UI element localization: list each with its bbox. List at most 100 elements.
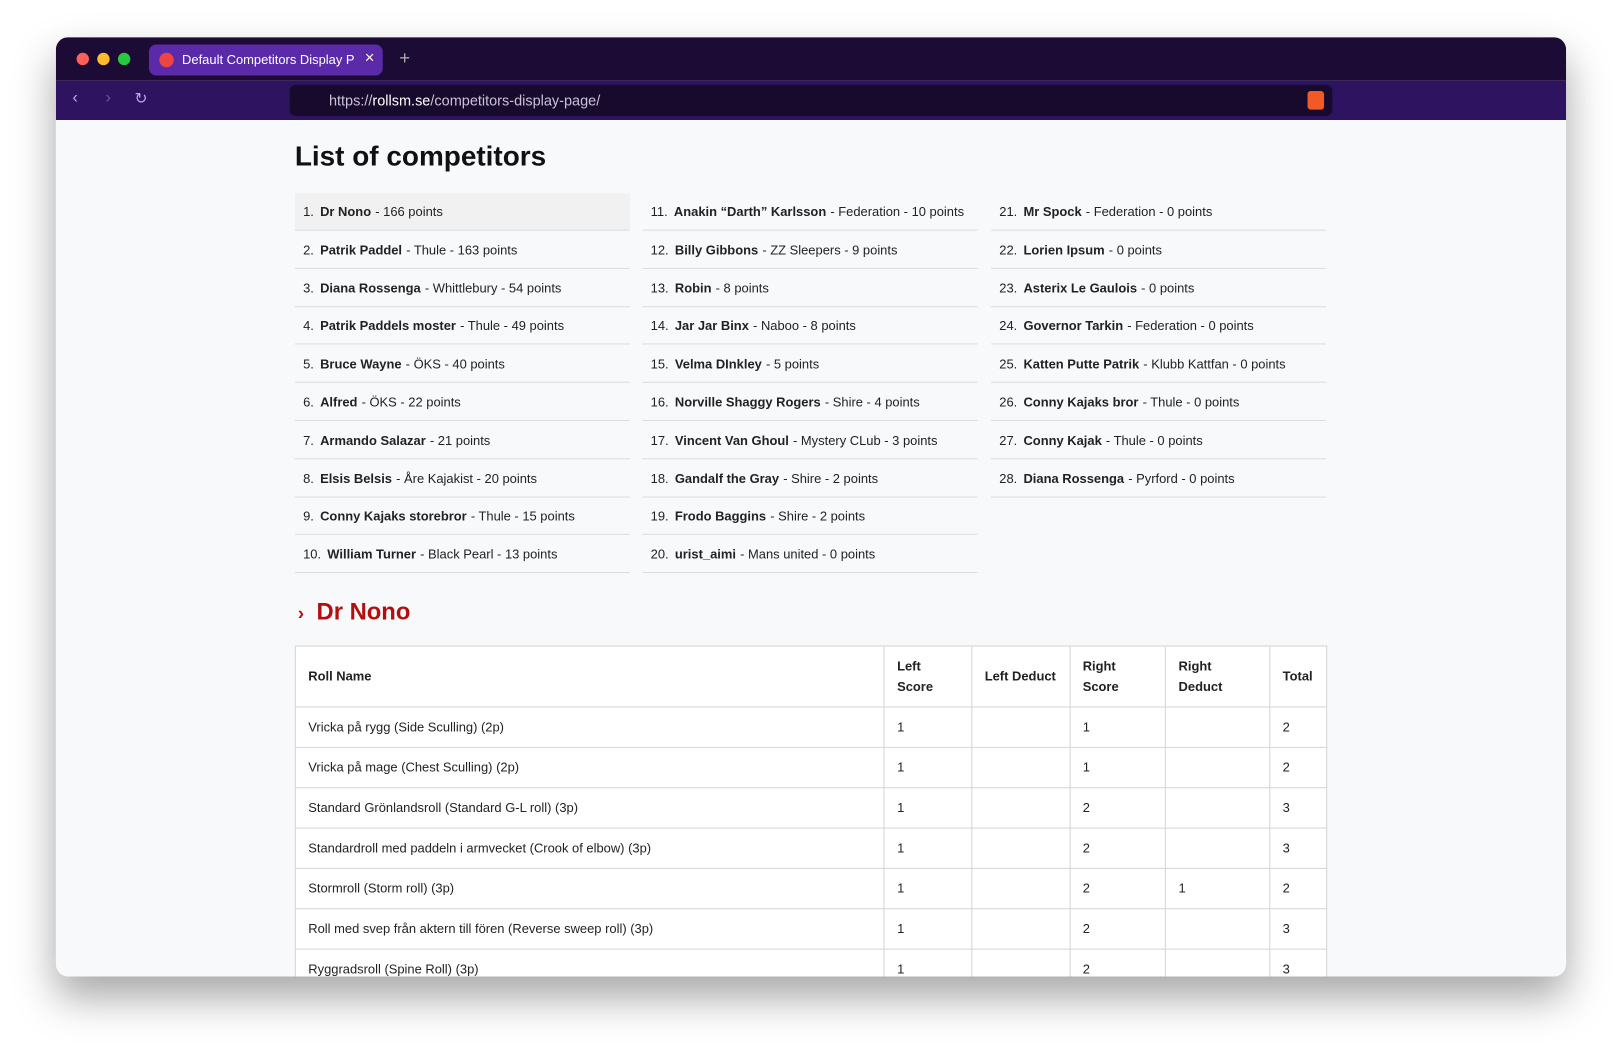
rank: 14.	[650, 319, 669, 334]
new-tab[interactable]: +	[399, 47, 411, 69]
competitor-detail: - ÖKS - 40 points	[405, 357, 505, 372]
competitor-detail: - Naboo - 8 points	[753, 319, 856, 334]
table-cell: Ryggradsroll (Spine Roll) (3p)	[294, 948, 885, 977]
competitor-item[interactable]: 14. Jar Jar Binx - Naboo - 8 points	[642, 308, 978, 345]
competitor-name: Patrik Paddels moster	[320, 319, 456, 334]
competitor-item[interactable]: 1. Dr Nono - 166 points	[294, 193, 630, 231]
competitor-detail: - Federation - 0 points	[1127, 319, 1254, 334]
forward-button[interactable]: ›	[105, 88, 112, 107]
table-cell: 2	[1269, 746, 1328, 789]
table-cell: Roll med svep från aktern till fören (Re…	[294, 908, 885, 950]
competitor-item[interactable]: 15. Velma DInkley - 5 points	[642, 346, 978, 383]
header-row: Roll Name Left Score Left Deduct Right Scor…	[294, 645, 1328, 708]
table-cell: 2	[1069, 867, 1167, 910]
table-cell	[971, 827, 1071, 869]
competitor-item[interactable]: 3. Diana Rossenga - Whittlebury - 54 point…	[294, 270, 630, 307]
competitor-item[interactable]: 20. urist_aimi - Mans united - 0 points	[642, 536, 978, 574]
table-cell: 2	[1269, 867, 1328, 910]
competitor-name: Anakin “Darth” Karlsson	[673, 204, 827, 220]
competitor-name: Elsis Belsis	[320, 471, 392, 486]
competitor-name: Billy Gibbons	[674, 242, 759, 258]
competitor-detail: - Shire - 2 points	[770, 509, 866, 524]
competitor-item[interactable]: 25. Katten Putte Patrik - Klubb Kattfan - …	[990, 346, 1327, 383]
competitor-item[interactable]: 19. Frodo Baggins - Shire - 2 points	[642, 498, 978, 536]
rank: 22.	[999, 242, 1018, 258]
url-path: /competitors-display-page/	[430, 92, 601, 109]
minimize-button[interactable]	[97, 52, 110, 66]
competitor-item[interactable]: 4. Patrik Paddels moster - Thule - 49 poin…	[294, 308, 630, 345]
zoom-button[interactable]	[117, 52, 131, 66]
table-row: Stormroll (Storm roll) (3p) 1 2 1 2	[294, 867, 1328, 910]
competitor-item[interactable]: 8. Elsis Belsis - Åre Kajakist - 20 points	[294, 460, 630, 498]
competitor-name: Frodo Baggins	[674, 509, 767, 524]
competitor-detail: - ZZ Sleepers - 9 points	[762, 242, 898, 258]
table-cell: Standardroll med paddeln i armvecket (Cr…	[294, 827, 885, 869]
competitor-name: Asterix Le Gaulois	[1023, 280, 1138, 296]
rank: 25.	[999, 357, 1018, 372]
competitor-detail: - Thule - 15 points	[470, 509, 575, 524]
competitor-item[interactable]: 2. Patrik Paddel - Thule - 163 points	[294, 232, 630, 269]
section-title: › Dr Nono	[298, 598, 410, 626]
rank: 8.	[303, 471, 314, 486]
rank: 9.	[303, 509, 314, 524]
address-bar[interactable]: https://rollsm.se/competitors-display-pa…	[289, 84, 1333, 116]
table-cell: Stormroll (Storm roll) (3p)	[294, 867, 885, 910]
column-header: Right Score	[1069, 645, 1167, 708]
rank: 23.	[999, 280, 1018, 296]
competitor-item[interactable]: 13. Robin - 8 points	[642, 270, 978, 307]
rank: 1.	[303, 204, 314, 220]
competitor-name: Diana Rossenga	[320, 280, 421, 296]
rank: 2.	[303, 242, 314, 258]
competitor-item[interactable]: 7. Armando Salazar - 21 points	[294, 422, 630, 460]
competitor-item[interactable]: 21. Mr Spock - Federation - 0 points	[990, 193, 1327, 231]
competitor-item[interactable]: 24. Governor Tarkin - Federation - 0 point…	[990, 308, 1327, 345]
table-cell: 2	[1069, 787, 1167, 829]
table-cell: 1	[883, 746, 973, 789]
column-header: Total	[1269, 645, 1328, 708]
competitor-item[interactable]: 12. Billy Gibbons - ZZ Sleepers - 9 points	[642, 232, 978, 269]
column-header: Left Deduct	[971, 645, 1071, 708]
table-cell	[1165, 908, 1271, 950]
competitor-item[interactable]: 10. William Turner - Black Pearl - 13 poin…	[294, 536, 630, 574]
rank: 4.	[303, 319, 314, 334]
rank: 16.	[650, 395, 669, 410]
tab[interactable]: Default Competitors Display P ×	[148, 44, 383, 76]
competitor-item[interactable]: 11. Anakin “Darth” Karlsson - Federation -…	[642, 193, 978, 231]
brave-shield[interactable]	[1307, 91, 1325, 110]
competitor-detail: - Whittlebury - 54 points	[424, 280, 562, 296]
reload-button[interactable]: ↻	[134, 89, 148, 108]
competitor-name: Governor Tarkin	[1023, 319, 1124, 334]
close-button[interactable]	[76, 52, 89, 66]
section-name: Dr Nono	[316, 597, 411, 625]
tab-close[interactable]: ×	[364, 49, 375, 68]
competitor-item[interactable]: 22. Lorien Ipsum - 0 points	[990, 232, 1327, 269]
table-cell: 1	[883, 908, 973, 950]
column-header: Right Deduct	[1165, 645, 1271, 708]
table-cell: 3	[1269, 787, 1328, 829]
competitor-item[interactable]: 17. Vincent Van Ghoul - Mystery CLub - 3 p…	[642, 422, 978, 460]
competitor-name: Mr Spock	[1023, 204, 1082, 220]
competitor-item[interactable]: 9. Conny Kajaks storebror - Thule - 15 poi…	[294, 498, 630, 536]
url-scheme: https://	[328, 92, 373, 109]
rank: 15.	[650, 357, 669, 372]
competitor-item[interactable]: 18. Gandalf the Gray - Shire - 2 points	[642, 460, 978, 498]
rank: 18.	[650, 471, 669, 486]
competitor-detail: - Shire - 2 points	[783, 471, 879, 486]
competitor-name: Patrik Paddel	[320, 242, 403, 258]
competitor-item[interactable]: 5. Bruce Wayne - ÖKS - 40 points	[294, 346, 630, 383]
table-row: Ryggradsroll (Spine Roll) (3p) 1 2 3	[294, 948, 1328, 977]
back-button[interactable]: ‹	[72, 88, 78, 107]
competitor-detail: - ÖKS - 22 points	[361, 395, 461, 410]
competitor-item[interactable]: 16. Norville Shaggy Rogers - Shire - 4 poi…	[642, 384, 978, 422]
favicon	[159, 52, 174, 68]
competitor-item[interactable]: 27. Conny Kajak - Thule - 0 points	[990, 422, 1327, 460]
chevron[interactable]: ›	[297, 603, 305, 624]
table-cell: 1	[883, 706, 973, 748]
column-header: Left Score	[883, 645, 973, 708]
competitor-item[interactable]: 26. Conny Kajaks bror - Thule - 0 points	[990, 384, 1327, 422]
table-body: Vricka på rygg (Side Sculling) (2p) 1 1 2 Vr…	[294, 706, 1328, 977]
competitor-detail: - Mystery CLub - 3 points	[793, 433, 938, 448]
competitor-item[interactable]: 28. Diana Rossenga - Pyrford - 0 points	[990, 460, 1327, 498]
competitor-item[interactable]: 23. Asterix Le Gaulois - 0 points	[990, 270, 1327, 307]
competitor-item[interactable]: 6. Alfred - ÖKS - 22 points	[294, 384, 630, 422]
